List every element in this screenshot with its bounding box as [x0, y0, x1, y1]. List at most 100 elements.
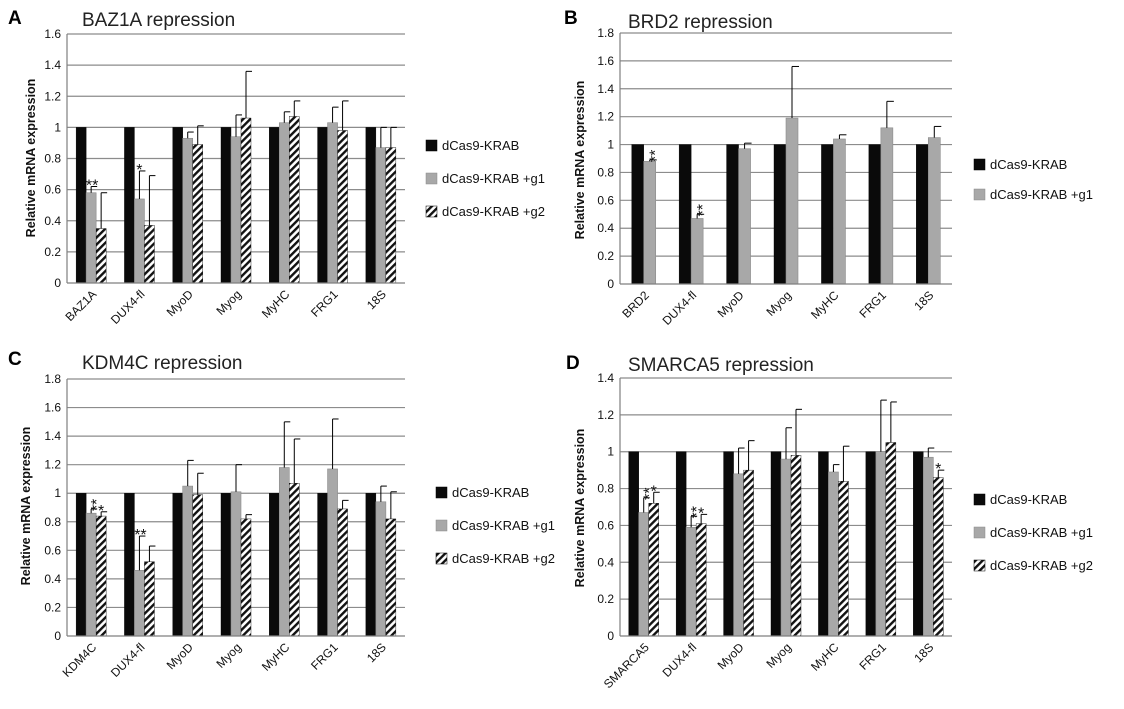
bar [192, 144, 203, 284]
x-tick-label: MyHC [808, 288, 842, 322]
y-tick-label: 1.8 [44, 372, 61, 386]
bar [933, 477, 944, 637]
bar [631, 144, 644, 285]
y-tick-label: 1 [54, 486, 61, 500]
bar [821, 144, 834, 285]
significance-marker: ** [695, 204, 712, 216]
y-tick-label: 0.2 [44, 600, 61, 614]
y-tick-label: 1.2 [597, 408, 614, 422]
x-tick-label: DUX4-fl [108, 287, 148, 327]
legend-label: dCas9-KRAB +g2 [990, 558, 1093, 573]
bar [75, 127, 87, 284]
significance-marker: * [651, 483, 657, 500]
panel-letter: B [564, 8, 578, 29]
bar [785, 117, 799, 285]
x-tick-label: FRG1 [856, 288, 889, 321]
bar [134, 198, 145, 284]
bar [278, 122, 290, 284]
significance-marker: ** [134, 527, 146, 544]
bar [317, 493, 328, 637]
bar [289, 116, 300, 284]
y-tick-label: 1.2 [44, 89, 61, 103]
y-tick-label: 0.6 [44, 543, 61, 557]
legend-label: dCas9-KRAB [990, 157, 1067, 172]
y-tick-label: 0.2 [597, 249, 614, 263]
legend-swatch [435, 552, 448, 565]
bar [75, 493, 87, 637]
bar [230, 491, 242, 637]
bar [124, 127, 135, 284]
x-tick-label: KDM4C [60, 640, 100, 680]
bar [385, 147, 397, 284]
x-tick-label: DUX4-fl [108, 640, 148, 680]
legend-swatch [973, 493, 986, 506]
bar [675, 451, 687, 637]
legend-swatch [973, 158, 986, 171]
bar [875, 451, 887, 637]
y-tick-label: 1.2 [44, 458, 61, 472]
bar [240, 117, 252, 284]
x-tick-label: Myog [763, 640, 794, 671]
chart-title: BAZ1A repression [82, 10, 235, 31]
legend-label: dCas9-KRAB +g2 [452, 551, 555, 566]
bar [695, 523, 707, 637]
y-tick-label: 0.4 [597, 221, 614, 235]
bar [916, 144, 929, 285]
bar [723, 451, 734, 637]
bar [337, 130, 348, 284]
significance-marker: ** [689, 506, 706, 518]
bar [790, 455, 802, 637]
y-tick-label: 1.8 [597, 26, 614, 40]
y-tick-label: 1.4 [44, 58, 61, 72]
y-tick-label: 0 [54, 276, 61, 290]
bar [144, 225, 155, 284]
bar [289, 483, 300, 637]
bar [743, 469, 754, 637]
panel-letter: D [566, 353, 580, 374]
bar [375, 501, 387, 637]
bar [865, 451, 877, 637]
bar [182, 485, 194, 637]
bar [230, 136, 242, 284]
significance-marker: * [136, 162, 142, 179]
bar [240, 518, 252, 637]
bar [648, 503, 659, 637]
legend-swatch [973, 559, 986, 572]
x-tick-label: MyHC [259, 640, 293, 674]
legend-swatch [425, 205, 438, 218]
y-tick-label: 1 [607, 445, 614, 459]
chart-title: KDM4C repression [82, 353, 243, 374]
y-tick-label: 1.4 [44, 429, 61, 443]
y-tick-label: 1 [607, 138, 614, 152]
panel-c: C KDM4C repression Relative mRNA express… [8, 349, 555, 680]
x-tick-label: FRG1 [308, 640, 341, 673]
legend-swatch [435, 519, 448, 532]
bar [385, 518, 397, 637]
y-tick-label: 1.6 [597, 54, 614, 68]
bar [726, 144, 739, 285]
bar [144, 561, 155, 637]
x-tick-label: DUX4-fl [660, 640, 700, 680]
panel-letter: C [8, 349, 22, 370]
significance-marker: ** [642, 488, 659, 500]
bar [922, 456, 934, 637]
bar [913, 451, 924, 637]
bar [124, 493, 135, 637]
bar [365, 127, 377, 284]
x-tick-label: Myog [213, 640, 244, 671]
y-axis-label: Relative mRNA expression [573, 429, 587, 588]
x-tick-label: MyoD [715, 288, 747, 320]
x-tick-label: 18S [364, 640, 389, 665]
bar [638, 512, 650, 637]
y-tick-label: 0.2 [44, 245, 61, 259]
bar [685, 526, 697, 637]
bar [337, 508, 348, 637]
y-tick-label: 0.8 [597, 165, 614, 179]
bar [375, 147, 387, 284]
x-tick-label: MyoD [715, 640, 747, 672]
bar [172, 493, 183, 637]
x-tick-label: 18S [911, 288, 936, 313]
x-tick-label: Myog [213, 287, 244, 318]
bar [85, 512, 97, 637]
